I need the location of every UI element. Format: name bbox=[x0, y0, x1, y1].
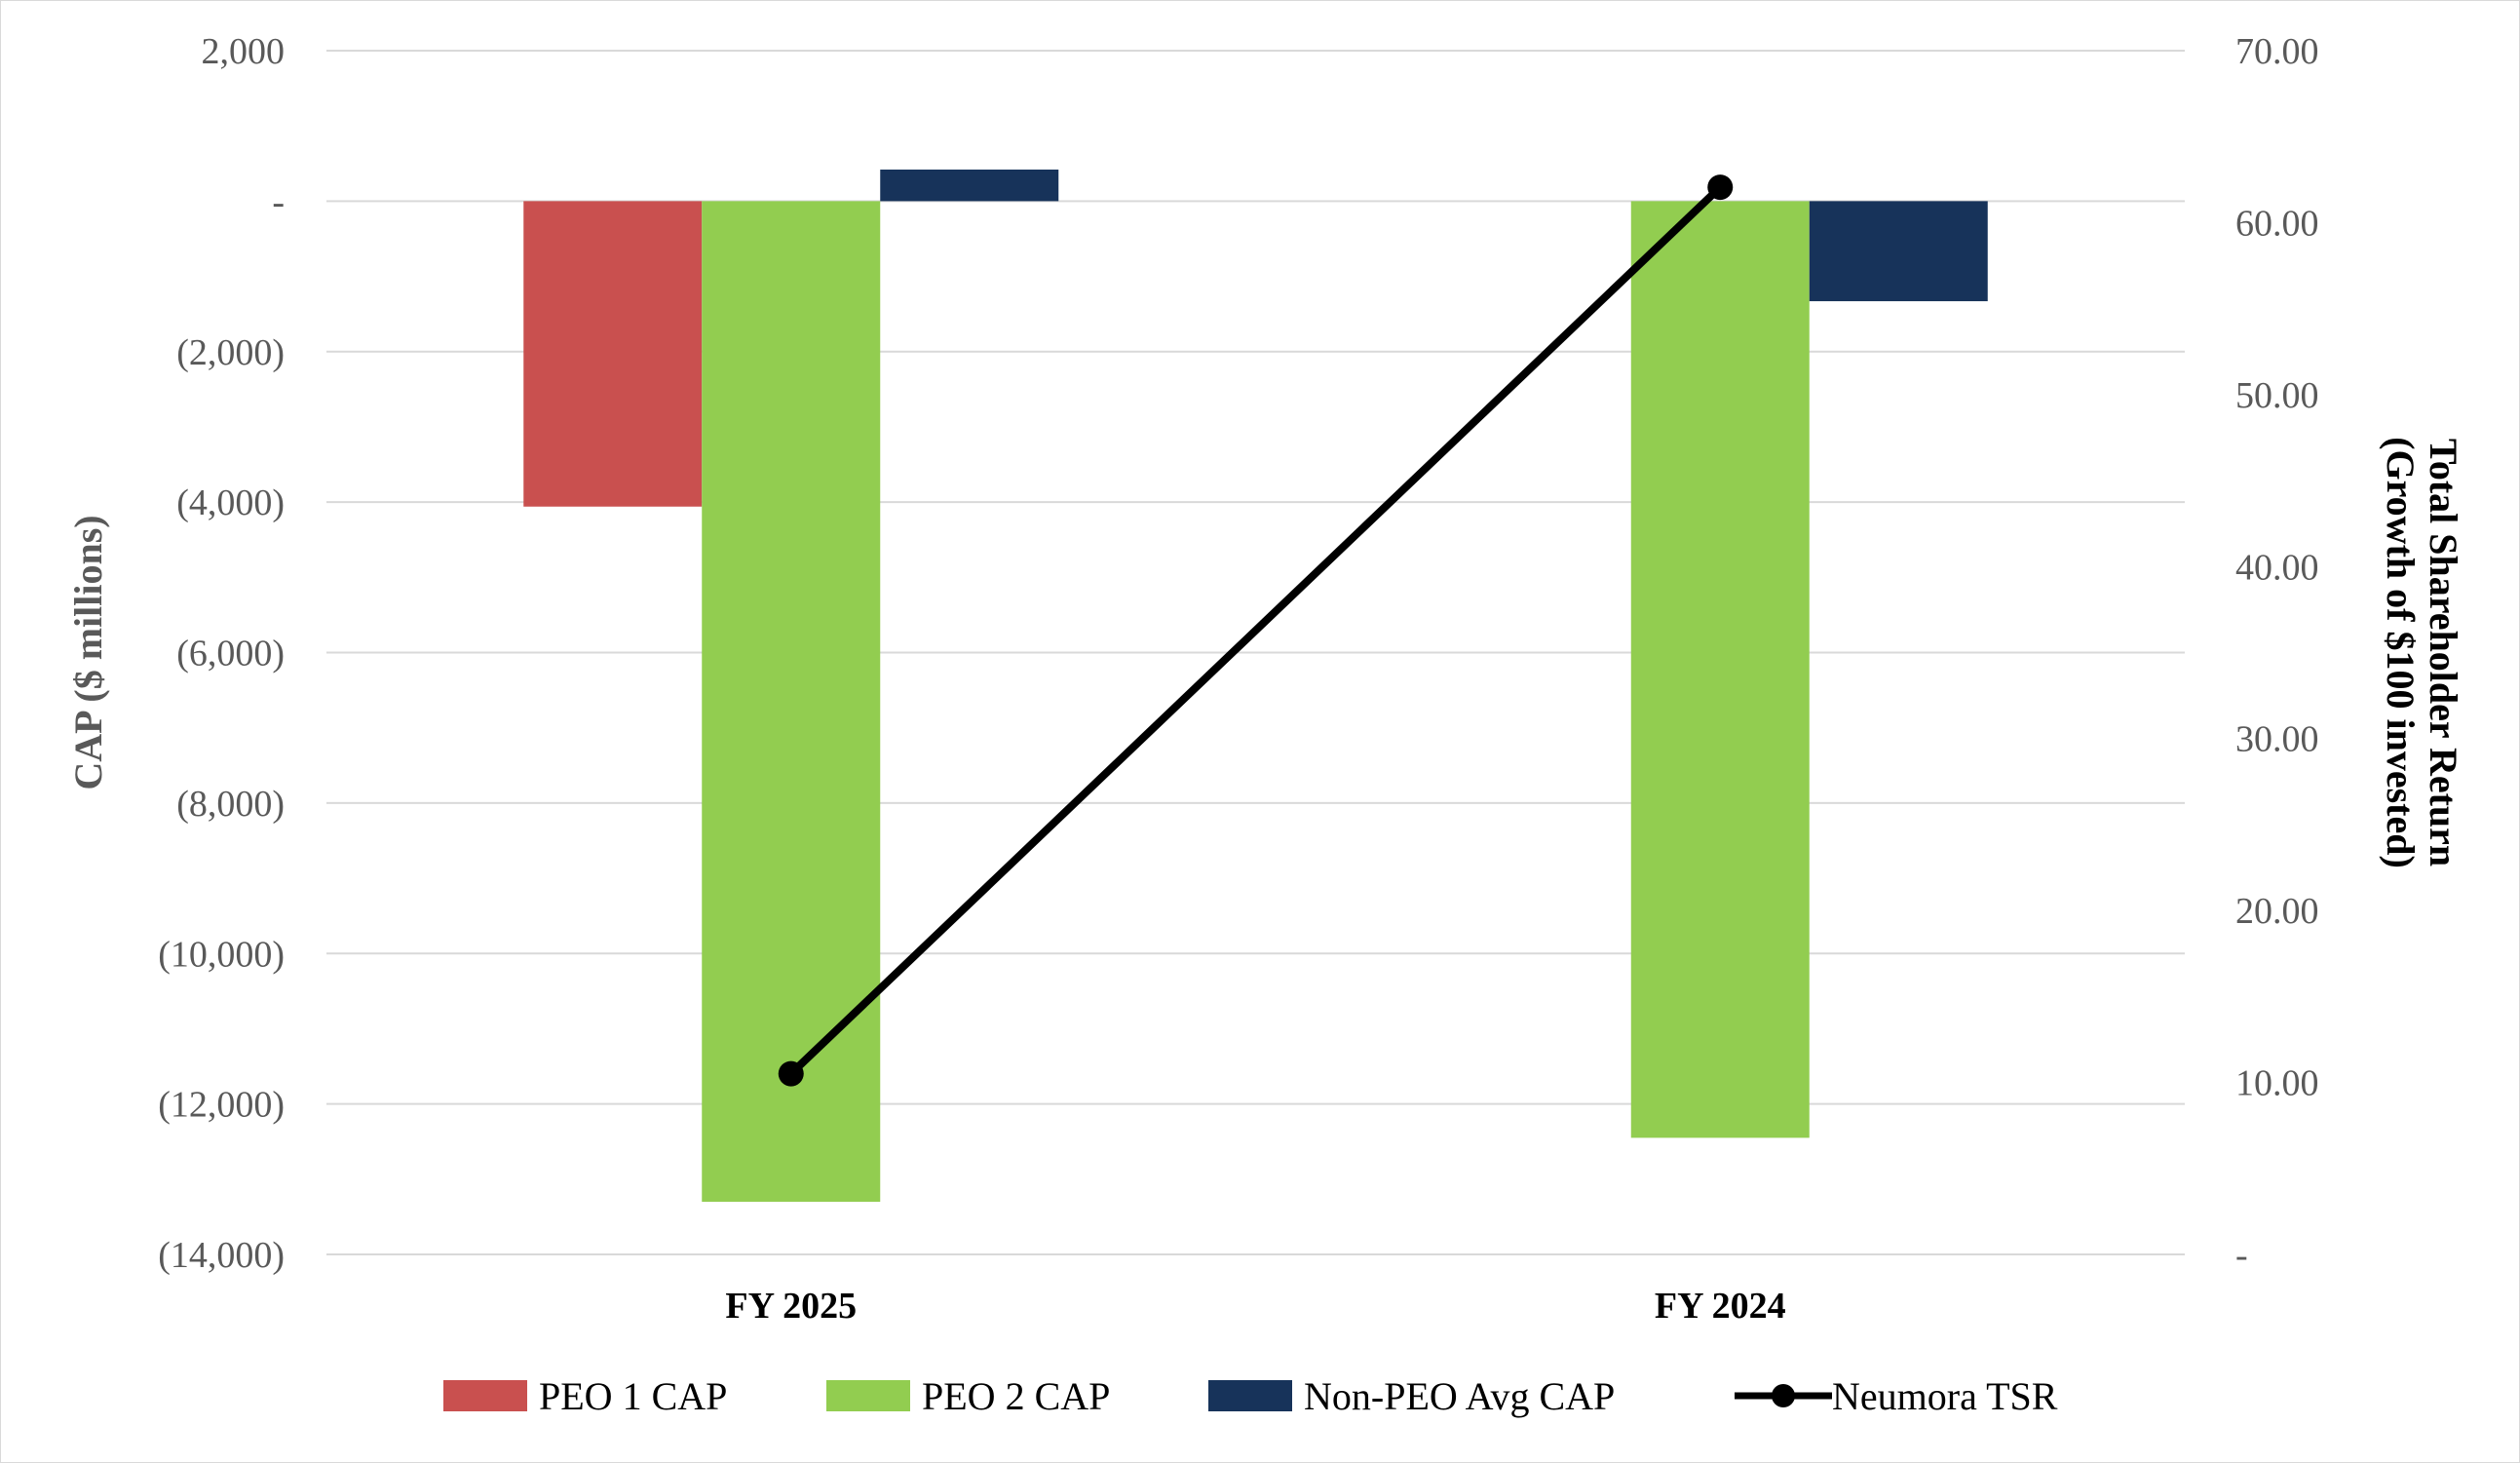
tsr-line bbox=[787, 184, 1724, 1077]
left-axis-tick-label: (6,000) bbox=[176, 634, 285, 674]
left-axis-tick-label: (12,000) bbox=[158, 1085, 285, 1126]
right-axis-title-line1: Total Shareholder Return bbox=[2422, 439, 2465, 866]
right-axis-tick-label: 60.00 bbox=[2235, 203, 2319, 244]
right-axis-tick-label: 50.00 bbox=[2235, 375, 2319, 416]
bar-non-peo-avg-cap bbox=[1809, 201, 1988, 302]
tsr-point bbox=[778, 1060, 804, 1087]
bar-peo-2-cap bbox=[1630, 201, 1810, 1138]
legend-label-peo-2-cap: PEO 2 CAP bbox=[922, 1374, 1110, 1418]
bar-non-peo-avg-cap bbox=[880, 169, 1059, 202]
legend-swatch-non-peo-avg-cap bbox=[1208, 1380, 1292, 1411]
category-label: FY 2024 bbox=[1655, 1286, 1786, 1327]
right-axis-tick-label: 70.00 bbox=[2235, 31, 2319, 72]
right-axis-tick-label: 10.00 bbox=[2235, 1063, 2319, 1104]
legend-swatch-peo-2-cap bbox=[826, 1380, 910, 1411]
legend-marker-neumora-tsr bbox=[1772, 1384, 1795, 1407]
bar-peo-2-cap bbox=[702, 201, 881, 1202]
legend-label-peo-1-cap: PEO 1 CAP bbox=[539, 1374, 727, 1418]
legend-label-neumora-tsr: Neumora TSR bbox=[1832, 1374, 2058, 1418]
left-axis-tick-label: (14,000) bbox=[158, 1235, 285, 1276]
tsr-point bbox=[1707, 174, 1734, 201]
legend-label-non-peo-avg-cap: Non-PEO Avg CAP bbox=[1304, 1374, 1615, 1418]
legend-swatch-peo-1-cap bbox=[443, 1380, 527, 1411]
right-axis-title-line2: (Growth of $100 invested) bbox=[2379, 437, 2423, 868]
left-axis-tick-label: (4,000) bbox=[176, 482, 285, 523]
left-axis-title: CAP ($ millions) bbox=[66, 515, 110, 789]
right-axis-tick-label: - bbox=[2235, 1235, 2248, 1276]
right-axis-tick-label: 40.00 bbox=[2235, 547, 2319, 588]
left-axis-tick-label: (8,000) bbox=[176, 784, 285, 825]
right-axis-tick-label: 30.00 bbox=[2235, 719, 2319, 760]
left-axis-tick-label: - bbox=[272, 181, 285, 222]
left-axis-tick-label: (2,000) bbox=[176, 332, 285, 373]
bar-peo-1-cap bbox=[523, 201, 703, 507]
left-axis-tick-label: (10,000) bbox=[158, 934, 285, 975]
category-label: FY 2025 bbox=[725, 1286, 857, 1327]
right-axis-tick-label: 20.00 bbox=[2235, 891, 2319, 932]
left-axis-tick-label: 2,000 bbox=[202, 31, 286, 72]
